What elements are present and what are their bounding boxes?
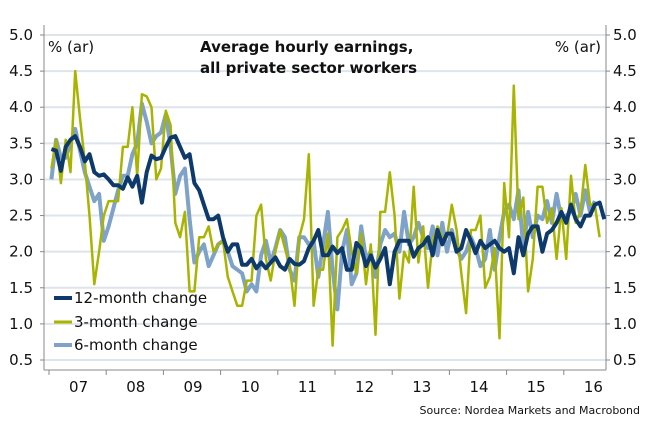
y-tick-label-left: 4.0 — [9, 98, 33, 116]
y-tick-labels: 5.0 5.0 4.5 4.5 4.0 4.0 3.5 3.5 3.0 3.0 2.5 2.5 2.0 2… — [9, 26, 637, 369]
x-tick-label: 16 — [584, 378, 603, 396]
source-note: Source: Nordea Markets and Macrobond — [420, 404, 640, 417]
x-tick-label: 13 — [412, 378, 431, 396]
y-tick-label-left: 3.0 — [9, 170, 33, 188]
y-tick-label-right: 3.5 — [613, 134, 637, 152]
x-tick-label: 08 — [126, 378, 145, 396]
x-tick-label: 14 — [469, 378, 488, 396]
y-tick-label-left: 5.0 — [9, 26, 33, 44]
chart-title-line-1: Average hourly earnings, — [200, 38, 413, 56]
y-tick-label-left: 2.0 — [9, 243, 33, 261]
y-tick-label-right: 1.5 — [613, 279, 637, 297]
x-tick-label: 10 — [241, 378, 260, 396]
y-tick-label-left: 1.0 — [9, 315, 33, 333]
y-tick-label-left: 0.5 — [9, 351, 33, 369]
right-unit-label: % (ar) — [555, 38, 601, 56]
y-tick-label-right: 2.0 — [613, 243, 637, 261]
y-tick-label-right: 0.5 — [613, 351, 637, 369]
legend: 12-month change 3-month change 6-month c… — [54, 289, 207, 354]
legend-label-12-month: 12-month change — [74, 289, 207, 307]
x-tick-label: 07 — [69, 378, 88, 396]
legend-label-3-month: 3-month change — [74, 313, 198, 331]
y-tick-label-right: 1.0 — [613, 315, 637, 333]
y-tick-label-left: 3.5 — [9, 134, 33, 152]
y-tick-label-right: 4.5 — [613, 62, 637, 80]
y-tick-label-right: 3.0 — [613, 170, 637, 188]
series-line-3-month-change — [50, 69, 601, 347]
x-tick-label: 09 — [183, 378, 202, 396]
series-line-12-month-change — [50, 134, 607, 287]
x-tick-label: 11 — [298, 378, 317, 396]
left-unit-label: % (ar) — [48, 38, 94, 56]
legend-label-6-month: 6-month change — [74, 336, 198, 354]
y-tick-label-right: 4.0 — [613, 98, 637, 116]
x-tick-labels: 07 08 09 10 11 12 13 14 15 16 — [48, 370, 603, 396]
y-tick-label-right: 5.0 — [613, 26, 637, 44]
chart-title-line-2: all private sector workers — [200, 59, 417, 77]
x-tick-label: 12 — [355, 378, 374, 396]
y-tick-label-left: 1.5 — [9, 279, 33, 297]
y-tick-label-right: 2.5 — [613, 207, 637, 225]
x-tick-label: 15 — [527, 378, 546, 396]
series-lines — [49, 69, 607, 347]
y-tick-label-left: 2.5 — [9, 207, 33, 225]
y-tick-label-left: 4.5 — [9, 62, 33, 80]
